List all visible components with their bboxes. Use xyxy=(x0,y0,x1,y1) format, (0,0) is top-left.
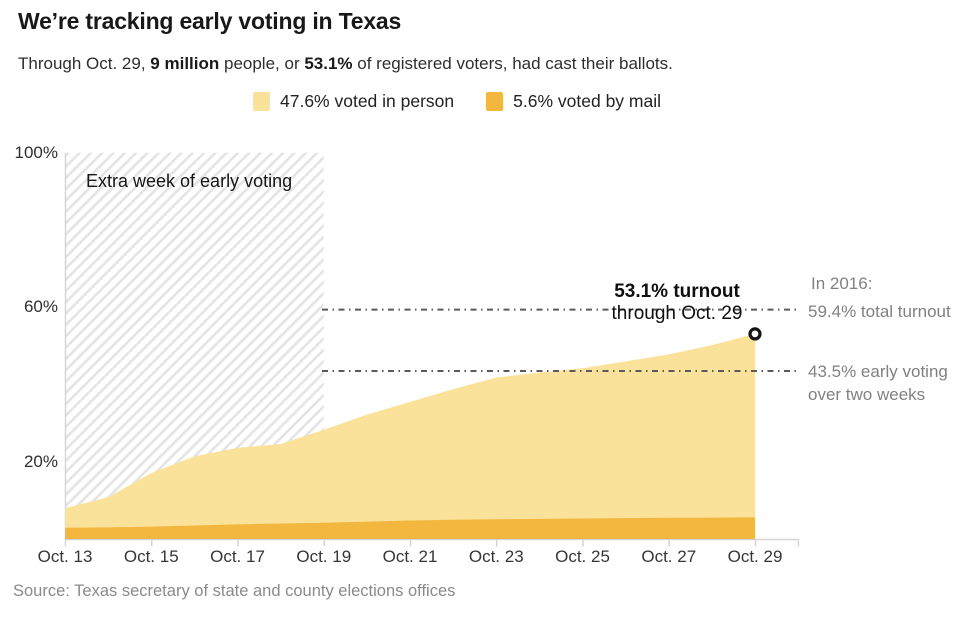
x-axis-label: Oct. 25 xyxy=(555,547,610,566)
turnout-annotation: 53.1% turnout through Oct. 29 xyxy=(587,281,767,325)
y-axis-label: 100% xyxy=(14,142,58,162)
ref-2016-total-turnout: 59.4% total turnout xyxy=(808,302,951,321)
turnout-annotation-value: 53.1% turnout xyxy=(614,281,740,302)
legend-swatch-by-mail xyxy=(486,92,504,111)
source-note: Source: Texas secretary of state and cou… xyxy=(13,582,456,600)
area-voted-in-person xyxy=(65,333,755,539)
x-axis-label: Oct. 13 xyxy=(37,547,93,566)
x-axis-label: Oct. 19 xyxy=(296,547,352,566)
end-marker xyxy=(748,327,762,341)
legend-item-in-person: 47.6% voted in person xyxy=(253,91,454,112)
legend-label-by-mail: 5.6% voted by mail xyxy=(513,91,662,111)
x-axis-label: Oct. 23 xyxy=(468,547,524,566)
turnout-annotation-date: through Oct. 29 xyxy=(611,303,743,324)
ref-2016-header: In 2016: xyxy=(811,274,873,293)
legend-item-by-mail: 5.6% voted by mail xyxy=(486,91,661,112)
legend-swatch-in-person xyxy=(253,92,270,111)
ref-early-voting-line2: over two weeks xyxy=(808,385,926,404)
chart-svg xyxy=(64,152,800,547)
x-axis-label: Oct. 15 xyxy=(123,547,179,566)
x-axis-label: Oct. 27 xyxy=(641,547,697,566)
ref-early-voting-block: 43.5% early voting over two weeks xyxy=(808,360,948,406)
subtitle-text-3: of registered voters, had cast their bal… xyxy=(352,54,673,73)
legend-label-in-person: 47.6% voted in person xyxy=(280,91,455,111)
ref-2016-block: In 2016: 59.4% total turnout xyxy=(808,270,951,326)
subtitle: Through Oct. 29, 9 million people, or 53… xyxy=(18,54,673,74)
page-title: We’re tracking early voting in Texas xyxy=(18,8,402,34)
legend: 47.6% voted in person 5.6% voted by mail xyxy=(253,91,661,112)
subtitle-text-2: people, or xyxy=(219,54,305,73)
subtitle-bold-people: 9 million xyxy=(150,54,220,73)
y-axis-label: 60% xyxy=(23,297,58,317)
ref-early-voting-line1: 43.5% early voting xyxy=(808,362,948,381)
subtitle-text-1: Through Oct. 29, xyxy=(18,54,151,73)
chart-area: Extra week of early voting 53.1% turnout… xyxy=(0,140,980,580)
y-axis-label: 20% xyxy=(23,451,58,471)
subtitle-bold-percent: 53.1% xyxy=(304,54,353,73)
area-voted-by-mail xyxy=(65,517,755,539)
x-axis-label: Oct. 29 xyxy=(727,547,783,566)
x-axis-label: Oct. 21 xyxy=(382,547,438,566)
x-axis-label: Oct. 17 xyxy=(210,547,265,566)
hatch-region-label: Extra week of early voting xyxy=(86,171,293,191)
